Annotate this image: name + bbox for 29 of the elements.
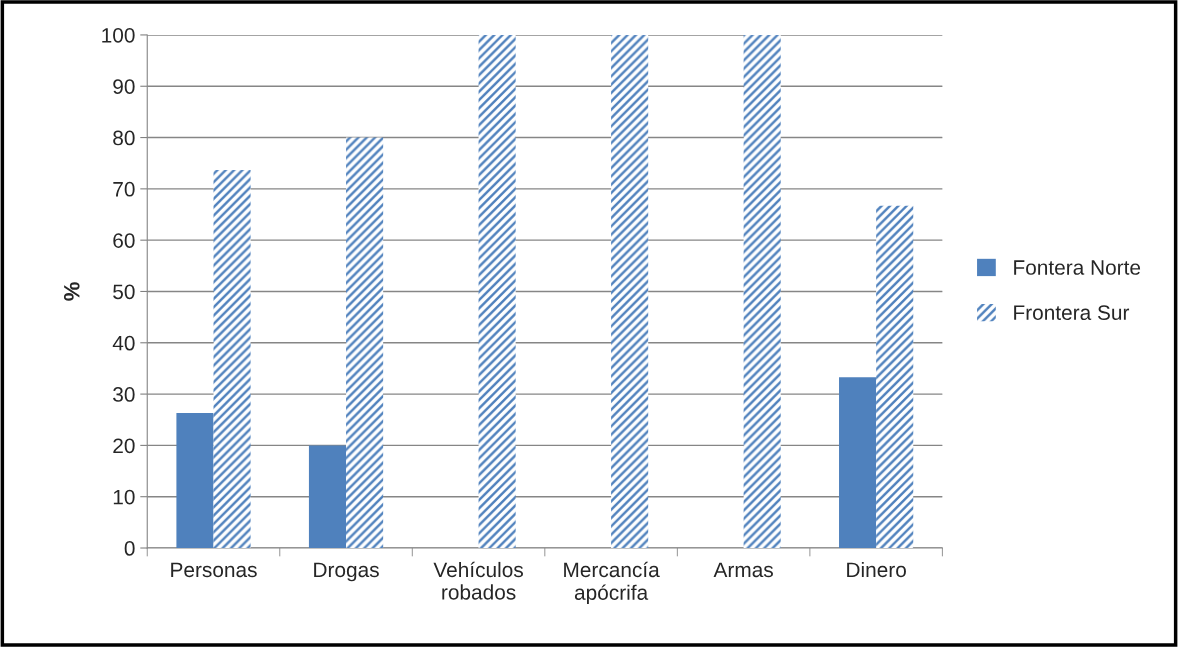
bar (213, 169, 251, 549)
bar (876, 205, 914, 549)
y-tick-label: 10 (113, 489, 135, 505)
bar (308, 445, 347, 549)
legend-label: Frontera Sur (1014, 305, 1130, 321)
bar (478, 34, 516, 549)
y-tick-label: 70 (113, 181, 135, 197)
bar (611, 34, 649, 549)
x-tick-label: Drogas (314, 562, 379, 582)
x-tick-label: Armas (713, 562, 773, 578)
y-tick-label: 50 (113, 284, 135, 300)
y-axis-title: % (63, 282, 80, 301)
y-tick-label: 40 (112, 335, 135, 351)
x-tick-label: Personas (171, 562, 257, 578)
y-tick-label: 0 (124, 541, 135, 556)
y-tick-label: 80 (113, 130, 135, 146)
y-tick-label: 20 (113, 438, 135, 454)
bar (743, 34, 781, 549)
legend-label: Fontera Norte (1014, 260, 1141, 275)
y-tick-label: 30 (113, 387, 135, 402)
y-tick-label: 100 (102, 27, 135, 43)
y-tick-label: 60 (113, 233, 135, 248)
x-tick-label: Dinero (847, 561, 906, 578)
bar (346, 137, 384, 549)
x-tick-label: Vehículos robados (433, 561, 523, 600)
bar (176, 413, 214, 549)
y-tick-label: 90 (113, 79, 135, 94)
x-tick-label: Mercancía apócrifa (564, 561, 660, 605)
bar (839, 377, 877, 549)
